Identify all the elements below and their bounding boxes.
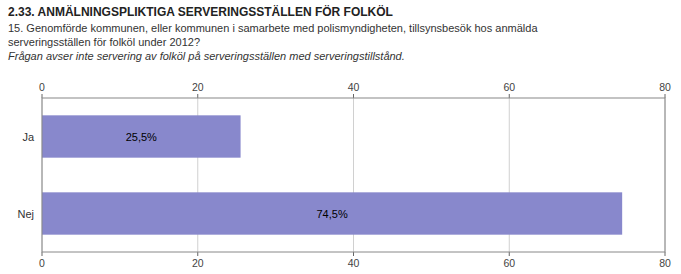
tick-mark [509, 252, 510, 256]
tick-label: 0 [39, 81, 45, 93]
tick-mark [353, 252, 354, 256]
tick-label: 20 [192, 257, 204, 269]
tick-label: 60 [503, 81, 515, 93]
plot-frame [42, 98, 665, 252]
bar [42, 192, 622, 234]
tick-mark [42, 94, 43, 98]
subtitle: serveringsställen för folköl under 2012? [8, 36, 200, 48]
category-label: Nej [17, 208, 34, 220]
tick-mark [197, 94, 198, 98]
tick-mark [509, 94, 510, 98]
category-label: Ja [22, 131, 35, 143]
tick-label: 0 [39, 257, 45, 269]
title: 2.33. ANMÄLNINGSPLIKTIGA SERVERINGSSTÄLL… [8, 4, 393, 19]
tick-label: 40 [348, 257, 360, 269]
tick-mark [665, 252, 666, 256]
chart-container: 2.33. ANMÄLNINGSPLIKTIGA SERVERINGSSTÄLL… [0, 0, 681, 274]
bar [42, 115, 241, 157]
tick-label: 80 [659, 257, 671, 269]
data-label: 25,5% [126, 131, 157, 143]
tick-mark [353, 94, 354, 98]
labels: 25,5% 74,5% [126, 131, 348, 220]
tick-label: 60 [503, 257, 515, 269]
annotation: Frågan avser inte servering av folköl på… [8, 50, 405, 62]
subtitle: 15. Genomförde kommunen, eller kommunen … [8, 22, 538, 34]
data-label: 74,5% [316, 208, 347, 220]
tick-label: 20 [192, 81, 204, 93]
grid [42, 98, 665, 252]
tick-mark [665, 94, 666, 98]
chart: 2.33. ANMÄLNINGSPLIKTIGA SERVERINGSSTÄLL… [0, 0, 681, 274]
tick-label: 80 [659, 81, 671, 93]
tick-mark [197, 252, 198, 256]
tick-mark [42, 252, 43, 256]
bars [42, 115, 622, 234]
tick-label: 40 [348, 81, 360, 93]
